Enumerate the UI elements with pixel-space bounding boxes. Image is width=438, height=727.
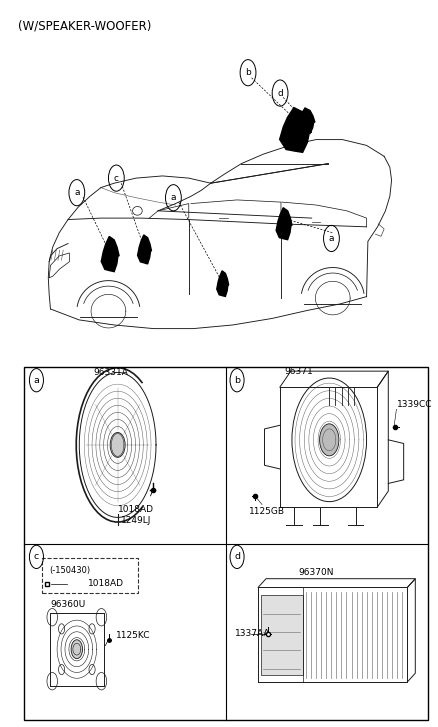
Text: 96331A: 96331A xyxy=(93,368,128,377)
Polygon shape xyxy=(137,235,151,264)
Circle shape xyxy=(89,664,95,675)
Text: 1018AD: 1018AD xyxy=(118,505,154,513)
Text: c: c xyxy=(34,553,39,561)
Text: (-150430): (-150430) xyxy=(49,566,91,575)
Text: 1018AD: 1018AD xyxy=(88,579,124,588)
Polygon shape xyxy=(276,208,291,240)
Text: a: a xyxy=(74,188,79,197)
Circle shape xyxy=(71,640,82,659)
Text: a: a xyxy=(170,193,176,202)
Text: 1125GB: 1125GB xyxy=(248,507,284,515)
Text: b: b xyxy=(233,376,240,385)
Text: a: a xyxy=(33,376,39,385)
Text: 1249LJ: 1249LJ xyxy=(120,516,151,525)
Circle shape xyxy=(58,664,64,675)
Text: 96360U: 96360U xyxy=(50,601,85,609)
Text: a: a xyxy=(328,234,333,243)
Polygon shape xyxy=(101,236,119,272)
Text: c: c xyxy=(113,174,119,182)
Circle shape xyxy=(89,624,95,634)
Bar xyxy=(42,558,138,593)
Text: b: b xyxy=(244,68,251,77)
Circle shape xyxy=(319,424,338,456)
Text: 96371: 96371 xyxy=(283,367,312,376)
Text: 1337AA: 1337AA xyxy=(234,630,270,638)
Text: d: d xyxy=(233,553,240,561)
Bar xyxy=(260,595,302,675)
Circle shape xyxy=(110,433,125,457)
Circle shape xyxy=(58,624,64,634)
Text: d: d xyxy=(276,89,283,97)
Bar xyxy=(24,367,427,720)
Polygon shape xyxy=(216,271,228,297)
Text: (W/SPEAKER-WOOFER): (W/SPEAKER-WOOFER) xyxy=(18,20,151,33)
Text: 96370N: 96370N xyxy=(298,568,333,577)
Polygon shape xyxy=(297,108,314,134)
Polygon shape xyxy=(279,108,311,153)
Polygon shape xyxy=(145,260,147,263)
Text: 1125KC: 1125KC xyxy=(115,631,150,640)
Text: 1339CC: 1339CC xyxy=(396,401,432,409)
